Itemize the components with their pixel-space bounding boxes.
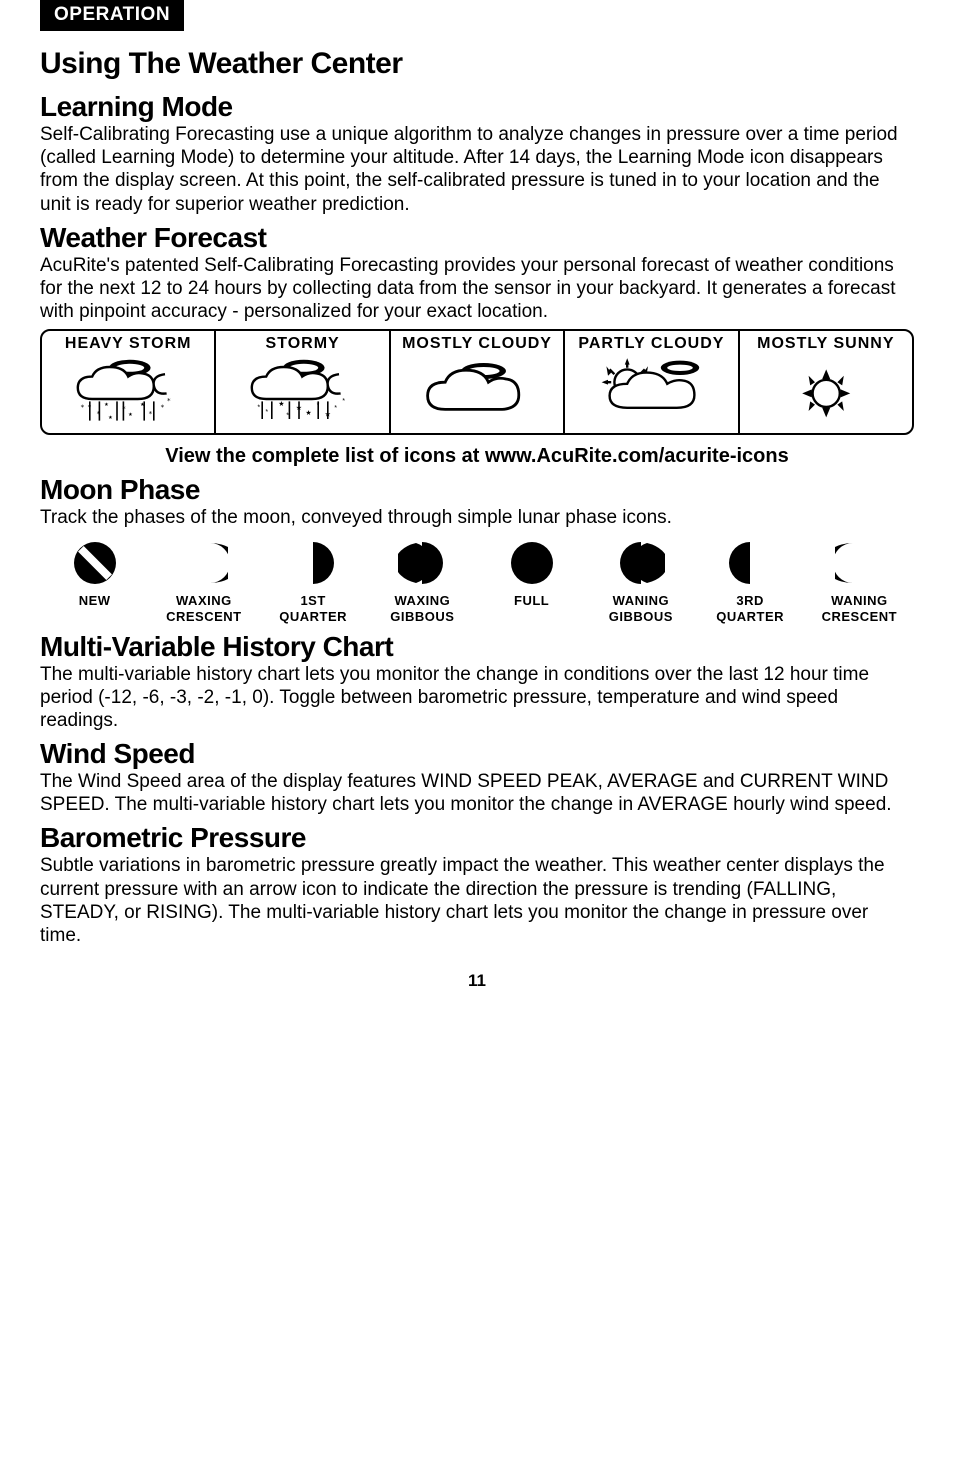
svg-text:★: ★ bbox=[128, 409, 133, 418]
moon-third-quarter: 3RDQUARTER bbox=[696, 539, 805, 624]
wind-heading: Wind Speed bbox=[40, 738, 914, 770]
svg-text:*: * bbox=[258, 403, 261, 412]
moon-label: GIBBOUS bbox=[390, 609, 454, 624]
forecast-stormy: STORMY ** ★* ★★ *★ ** bbox=[216, 331, 390, 433]
moon-waxing-crescent-icon bbox=[180, 539, 228, 587]
forecast-label: STORMY bbox=[266, 335, 340, 353]
moon-label: WAXING bbox=[176, 593, 232, 608]
stormy-icon: ** ★* ★★ *★ ** bbox=[218, 355, 386, 427]
forecast-label: MOSTLY SUNNY bbox=[757, 335, 894, 353]
moon-waning-crescent-icon bbox=[835, 539, 883, 587]
moon-new-icon bbox=[71, 539, 119, 587]
moon-label: NEW bbox=[79, 593, 111, 608]
forecast-partly-cloudy: PARTLY CLOUDY bbox=[565, 331, 739, 433]
moon-label: QUARTER bbox=[279, 609, 347, 624]
moon-body: Track the phases of the moon, conveyed t… bbox=[40, 506, 914, 529]
learning-body: Self-Calibrating Forecasting use a uniqu… bbox=[40, 123, 914, 216]
moon-label: CRESCENT bbox=[166, 609, 242, 624]
moon-waning-gibbous: WANINGGIBBOUS bbox=[586, 539, 695, 624]
svg-text:*: * bbox=[266, 407, 269, 416]
forecast-mostly-cloudy: MOSTLY CLOUDY bbox=[391, 331, 565, 433]
forecast-heavy-storm: HEAVY STORM * ** ★★ *★ ★* ** bbox=[42, 331, 216, 433]
svg-text:★: ★ bbox=[108, 412, 113, 421]
forecast-label: HEAVY STORM bbox=[65, 335, 192, 353]
moon-full: FULL bbox=[477, 539, 586, 624]
svg-text:*: * bbox=[148, 409, 152, 418]
moon-first-quarter: 1STQUARTER bbox=[259, 539, 368, 624]
page-title: Using The Weather Center bbox=[40, 47, 914, 81]
baro-heading: Barometric Pressure bbox=[40, 822, 914, 854]
moon-waning-crescent: WANINGCRESCENT bbox=[805, 539, 914, 624]
svg-text:★: ★ bbox=[104, 399, 109, 408]
moon-label: WAXING bbox=[395, 593, 451, 608]
moon-heading: Moon Phase bbox=[40, 474, 914, 506]
moon-label: WANING bbox=[831, 593, 887, 608]
moon-phase-row: NEW WAXINGCRESCENT 1STQUARTER WAXINGGIBB… bbox=[40, 539, 914, 624]
moon-label: WANING bbox=[613, 593, 669, 608]
forecast-icon-row: HEAVY STORM * ** ★★ *★ ★* ** STORMY bbox=[40, 329, 914, 435]
partly-cloudy-icon bbox=[567, 355, 735, 427]
moon-new: NEW bbox=[40, 539, 149, 624]
mostly-cloudy-icon bbox=[393, 355, 561, 427]
svg-text:*: * bbox=[160, 403, 164, 412]
mostly-sunny-icon bbox=[742, 355, 910, 427]
svg-text:★: ★ bbox=[279, 399, 285, 408]
moon-label: QUARTER bbox=[716, 609, 784, 624]
moon-waxing-gibbous: WAXINGGIBBOUS bbox=[368, 539, 477, 624]
baro-body: Subtle variations in barometric pressure… bbox=[40, 854, 914, 947]
moon-full-icon bbox=[508, 539, 556, 587]
page-number: 11 bbox=[40, 971, 914, 991]
forecast-mostly-sunny: MOSTLY SUNNY bbox=[740, 331, 912, 433]
wind-body: The Wind Speed area of the display featu… bbox=[40, 770, 914, 816]
moon-label: FULL bbox=[514, 593, 549, 608]
learning-heading: Learning Mode bbox=[40, 91, 914, 123]
forecast-label: PARTLY CLOUDY bbox=[578, 335, 724, 353]
icons-caption: View the complete list of icons at www.A… bbox=[40, 445, 914, 468]
moon-waning-gibbous-icon bbox=[617, 539, 665, 587]
moon-label: CRESCENT bbox=[822, 609, 898, 624]
moon-waxing-crescent: WAXINGCRESCENT bbox=[149, 539, 258, 624]
section-tab: OPERATION bbox=[40, 0, 184, 31]
forecast-body: AcuRite's patented Self-Calibrating Fore… bbox=[40, 254, 914, 324]
heavy-storm-icon: * ** ★★ *★ ★* ** bbox=[44, 355, 212, 427]
history-body: The multi-variable history chart lets yo… bbox=[40, 663, 914, 733]
svg-text:*: * bbox=[343, 396, 346, 405]
forecast-label: MOSTLY CLOUDY bbox=[402, 335, 552, 353]
svg-text:*: * bbox=[335, 403, 338, 412]
moon-first-quarter-icon bbox=[289, 539, 337, 587]
svg-text:*: * bbox=[167, 396, 171, 405]
moon-label: 3RD bbox=[736, 593, 764, 608]
moon-third-quarter-icon bbox=[726, 539, 774, 587]
moon-label: 1ST bbox=[300, 593, 325, 608]
forecast-heading: Weather Forecast bbox=[40, 222, 914, 254]
history-heading: Multi-Variable History Chart bbox=[40, 631, 914, 663]
moon-waxing-gibbous-icon bbox=[398, 539, 446, 587]
moon-label: GIBBOUS bbox=[609, 609, 673, 624]
svg-text:★: ★ bbox=[306, 408, 312, 417]
